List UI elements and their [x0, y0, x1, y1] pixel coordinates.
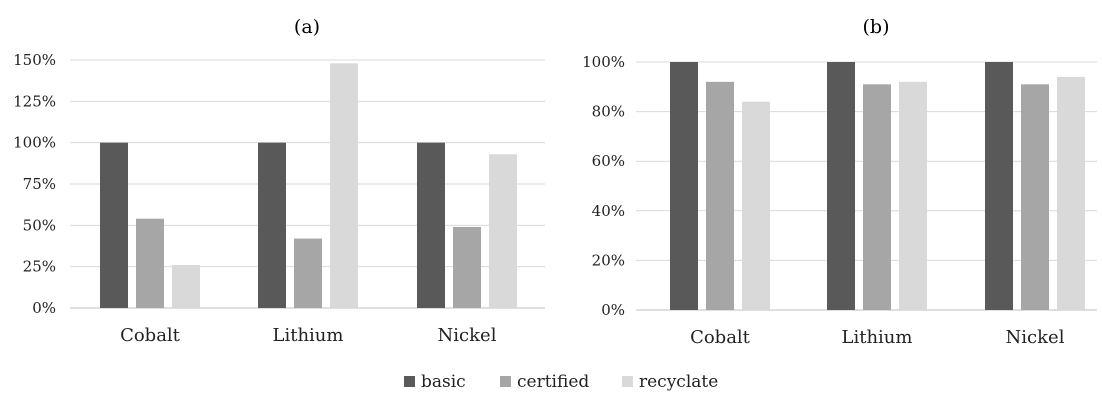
bar-recyclate-cobalt [742, 101, 770, 311]
legend-swatch-certified [500, 376, 511, 387]
legend-label-certified: certified [517, 372, 589, 392]
legend-label-basic: basic [421, 372, 466, 392]
panel-title: (b) [863, 16, 890, 38]
bar-recyclate-nickel [489, 154, 517, 308]
y-tick-label: 50% [23, 216, 56, 234]
category-label: Nickel [438, 325, 497, 346]
y-tick-label: 100% [13, 134, 56, 152]
panel-title: (a) [294, 16, 320, 38]
bar-basic-cobalt [100, 142, 128, 308]
bar-certified-nickel [1021, 84, 1049, 310]
bar-basic-lithium [258, 142, 286, 308]
y-tick-label: 100% [582, 53, 625, 71]
category-label: Lithium [273, 325, 344, 346]
y-tick-label: 60% [592, 152, 625, 170]
bar-certified-cobalt [706, 81, 734, 310]
bar-certified-lithium [863, 84, 891, 310]
bar-certified-nickel [453, 226, 481, 308]
legend-label-recyclate: recyclate [639, 372, 718, 392]
y-tick-label: 40% [592, 202, 625, 220]
bar-basic-nickel [985, 62, 1013, 310]
category-label: Cobalt [120, 325, 181, 346]
legend: basic certified recyclate [404, 372, 718, 392]
y-tick-label: 25% [23, 258, 56, 276]
bar-recyclate-lithium [330, 63, 358, 308]
category-label: Cobalt [690, 327, 751, 348]
bar-recyclate-nickel [1057, 76, 1085, 310]
y-tick-label: 125% [13, 92, 56, 110]
y-tick-label: 0% [601, 301, 625, 319]
y-tick-label: 150% [13, 51, 56, 69]
bar-basic-nickel [417, 142, 445, 308]
legend-swatch-basic [404, 376, 415, 387]
bar-basic-lithium [827, 62, 855, 310]
category-label: Nickel [1006, 327, 1065, 348]
y-tick-label: 0% [32, 299, 56, 317]
bar-certified-lithium [294, 238, 322, 308]
category-label: Lithium [842, 327, 913, 348]
chart-panel-b: (b) 0% 20% 40% 60% 80% 100% Cobalt Lithium Nickel [582, 16, 1097, 348]
y-tick-label: 80% [592, 103, 625, 121]
bar-recyclate-cobalt [172, 265, 200, 308]
bar-recyclate-lithium [899, 81, 927, 310]
legend-swatch-recyclate [622, 376, 633, 387]
y-tick-label: 75% [23, 175, 56, 193]
chart-panel-a: (a) 0% 25% 50% 75% 100% 125% 150% Cobalt Lithium N… [13, 16, 545, 346]
bar-certified-cobalt [136, 218, 164, 308]
y-tick-label: 20% [592, 251, 625, 269]
bar-basic-cobalt [670, 62, 698, 310]
